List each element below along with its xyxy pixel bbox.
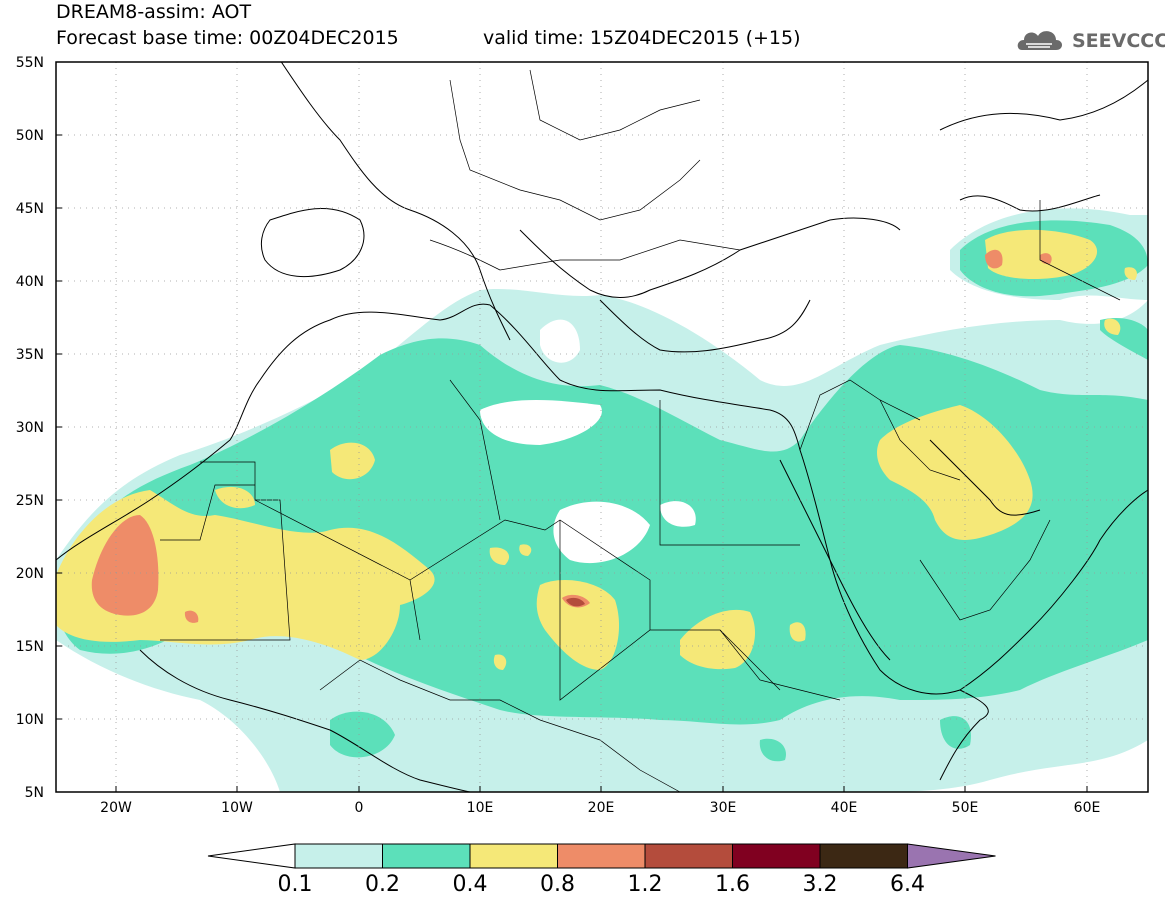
coastlines bbox=[56, 62, 1148, 792]
lon-label: 20W bbox=[100, 800, 132, 816]
lat-label: 20N bbox=[15, 566, 44, 582]
logo-text: SEEVCCC bbox=[1072, 30, 1165, 52]
lon-label: 0 bbox=[354, 800, 364, 816]
lat-label: 15N bbox=[15, 639, 44, 655]
axis-ticks bbox=[56, 61, 1088, 792]
lon-label: 50E bbox=[951, 800, 979, 816]
colorbar-label: 0.8 bbox=[540, 872, 575, 897]
grid-lines bbox=[56, 62, 1148, 792]
colorbar-label: 0.2 bbox=[365, 872, 400, 897]
colorbar-segment bbox=[294, 843, 383, 869]
colorbar-label: 0.1 bbox=[277, 872, 313, 897]
lon-label: 10E bbox=[466, 800, 494, 816]
base-time-label: Forecast base time: 00Z04DEC2015 bbox=[56, 27, 399, 49]
colorbar-segment bbox=[382, 843, 471, 869]
lon-label: 10W bbox=[221, 800, 253, 816]
colorbar-segment bbox=[557, 843, 646, 869]
colorbar-arrow-high bbox=[907, 843, 996, 869]
lat-label: 50N bbox=[15, 128, 44, 144]
lat-label: 25N bbox=[15, 493, 44, 509]
lon-label: 30E bbox=[709, 800, 737, 816]
colorbar-label: 0.4 bbox=[452, 872, 488, 897]
colorbar bbox=[207, 843, 996, 869]
valid-time-label: valid time: 15Z04DEC2015 (+15) bbox=[483, 27, 801, 49]
cloud-logo-icon bbox=[1017, 31, 1062, 50]
lat-label: 45N bbox=[15, 201, 44, 217]
colorbar-label: 1.6 bbox=[715, 872, 750, 897]
colorbar-segment bbox=[469, 843, 558, 869]
political-borders bbox=[160, 69, 1121, 792]
aot-holes bbox=[480, 319, 696, 564]
lat-label: 55N bbox=[15, 55, 44, 71]
colorbar-segment bbox=[732, 843, 821, 869]
colorbar-segment bbox=[819, 843, 908, 869]
lat-label: 40N bbox=[15, 274, 44, 290]
lon-label: 60E bbox=[1073, 800, 1101, 816]
colorbar-label: 6.4 bbox=[890, 872, 925, 897]
lat-label: 5N bbox=[24, 785, 44, 801]
colorbar-label: 3.2 bbox=[802, 872, 838, 897]
lon-label: 20E bbox=[587, 800, 615, 816]
colorbar-arrow-low bbox=[207, 843, 296, 869]
lat-label: 30N bbox=[15, 420, 44, 436]
colorbar-label: 1.2 bbox=[627, 872, 663, 897]
aot-contour-1-2 bbox=[566, 597, 585, 607]
lon-label: 40E bbox=[830, 800, 858, 816]
colorbar-segment bbox=[644, 843, 733, 869]
lat-label: 35N bbox=[15, 347, 44, 363]
map-title: DREAM8-assim: AOT bbox=[56, 1, 252, 23]
lat-label: 10N bbox=[15, 712, 44, 728]
